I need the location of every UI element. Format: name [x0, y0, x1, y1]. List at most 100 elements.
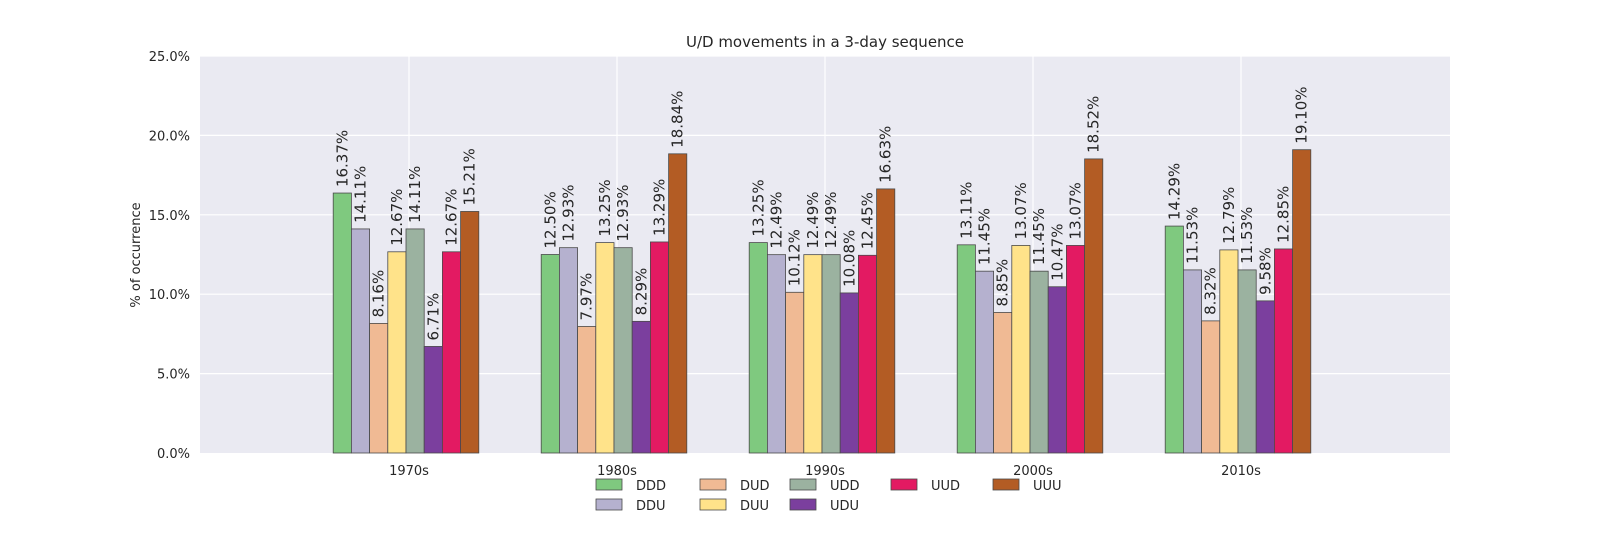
data-label: 9.58% [1256, 247, 1274, 295]
data-label: 14.11% [406, 166, 424, 223]
bar-ddu-2010s [1183, 269, 1203, 454]
bar-duu-2010s [1219, 249, 1239, 454]
y-axis-label: % of occurrence [129, 202, 144, 307]
bar-uud-2000s [1066, 245, 1086, 454]
bar-uud-1990s [858, 254, 878, 454]
legend-label: DDU [636, 499, 666, 514]
data-labels: 16.37%14.11%8.16%12.67% 14.11%6.71%12.67%… [333, 86, 1310, 340]
bar-ddd-1970s [332, 192, 352, 454]
bar-ddd-1990s [748, 242, 768, 454]
legend-swatch [699, 478, 727, 491]
data-label: 12.49% [768, 191, 786, 248]
bar-uuu-1980s [668, 153, 688, 454]
data-label: 8.16% [370, 270, 388, 318]
data-label: 16.37% [333, 130, 351, 187]
bar-uud-1980s [650, 241, 670, 454]
x-tick-label: 1970s [389, 464, 429, 479]
legend-item-udu: UDU [789, 498, 859, 514]
data-label: 13.25% [749, 179, 767, 236]
data-label: 8.32% [1202, 267, 1220, 315]
data-label: 12.93% [560, 184, 578, 241]
bar-ddd-2010s [1164, 225, 1184, 454]
bar-ddu-2000s [975, 270, 995, 454]
bar-udu-1970s [423, 346, 443, 454]
data-label: 16.63% [877, 126, 895, 183]
bar-uud-1970s [441, 251, 461, 454]
data-label: 12.79% [1220, 187, 1238, 244]
data-label: 18.84% [669, 91, 687, 148]
bar-dud-1980s [577, 326, 597, 454]
bar-udu-2010s [1255, 300, 1275, 454]
bar-uuu-2000s [1084, 158, 1104, 454]
x-tick-label: 1980s [597, 464, 637, 479]
data-label: 12.93% [614, 184, 632, 241]
data-label: 10.47% [1048, 224, 1066, 281]
bar-udu-2000s [1047, 286, 1067, 454]
data-label: 14.29% [1165, 163, 1183, 220]
y-tick-label: 20.0% [149, 129, 190, 144]
bar-udd-2000s [1029, 270, 1049, 454]
data-label: 13.25% [596, 179, 614, 236]
legend-swatch [595, 498, 623, 511]
data-label: 12.67% [443, 189, 461, 246]
legend-swatch [699, 498, 727, 511]
bar-ddu-1990s [767, 254, 787, 454]
bar-duu-2000s [1011, 245, 1031, 454]
data-label: 12.49% [822, 191, 840, 248]
data-label: 11.53% [1238, 207, 1256, 264]
bar-dud-2010s [1201, 320, 1221, 454]
bar-ddd-2000s [956, 244, 976, 454]
bars [332, 149, 1312, 454]
legend-item-uuu: UUU [992, 478, 1062, 494]
y-tick-label: 5.0% [157, 368, 190, 383]
legend-label: DUD [740, 479, 770, 494]
data-label: 7.97% [578, 273, 596, 321]
bar-udu-1980s [631, 320, 651, 454]
data-label: 14.11% [352, 166, 370, 223]
bar-uud-2010s [1274, 248, 1294, 454]
data-label: 6.71% [424, 293, 442, 341]
legend-item-uud: UUD [890, 478, 960, 494]
legend-swatch [890, 478, 918, 491]
legend-label: DUU [740, 499, 769, 514]
bar-udd-1970s [405, 228, 425, 454]
y-tick-label: 0.0% [157, 447, 190, 462]
bar-dud-1970s [369, 323, 389, 454]
data-label: 8.85% [994, 259, 1012, 307]
bar-uuu-1990s [876, 188, 896, 454]
data-label: 8.29% [632, 268, 650, 316]
legend-item-ddd: DDD [595, 478, 666, 494]
x-tick-label: 1990s [805, 464, 845, 479]
bar-udd-1980s [613, 247, 633, 454]
legend-swatch [789, 498, 817, 511]
data-label: 18.52% [1085, 96, 1103, 153]
bar-ddu-1980s [559, 247, 579, 454]
y-tick-label: 25.0% [149, 50, 190, 65]
data-label: 13.29% [651, 179, 669, 236]
chart-title: U/D movements in a 3-day sequence [686, 33, 964, 51]
data-label: 12.49% [804, 191, 822, 248]
bar-ddu-1970s [350, 228, 370, 454]
bar-uuu-1970s [460, 211, 480, 454]
y-tick-label: 10.0% [149, 288, 190, 303]
legend-label: UDU [830, 499, 859, 514]
data-label: 10.12% [786, 229, 804, 286]
bar-uuu-2010s [1292, 149, 1312, 454]
legend-swatch [992, 478, 1020, 491]
bar-udd-1990s [821, 254, 841, 454]
data-label: 19.10% [1293, 86, 1311, 143]
data-label: 12.67% [388, 189, 406, 246]
bar-duu-1980s [595, 242, 615, 454]
data-label: 12.50% [541, 191, 559, 248]
x-tick-label: 2000s [1013, 464, 1053, 479]
legend: DDD DDU DUD DUU UDD UDU UUD UUU [595, 478, 1062, 514]
bar-udd-2010s [1237, 269, 1257, 454]
legend-label: UUU [1033, 479, 1062, 494]
bar-dud-2000s [993, 312, 1013, 454]
bar-duu-1990s [803, 254, 823, 454]
legend-item-duu: DUU [699, 498, 769, 514]
y-tick-label: 15.0% [149, 209, 190, 224]
data-label: 15.21% [461, 148, 479, 205]
data-label: 13.11% [957, 182, 975, 239]
